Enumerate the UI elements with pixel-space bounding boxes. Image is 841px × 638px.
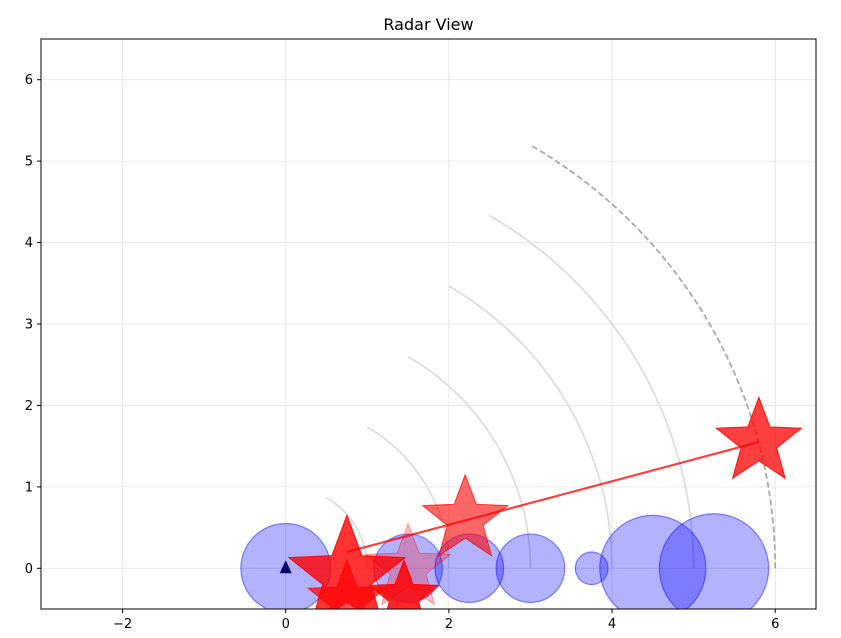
x-tick-label: 2: [445, 617, 453, 632]
x-tick-label: −2: [113, 617, 132, 632]
x-tick-label: 6: [771, 617, 779, 632]
y-tick-label: 1: [25, 480, 33, 495]
x-axis: −2 0 2 4 6: [113, 609, 779, 632]
x-tick-label: 4: [608, 617, 616, 632]
contact-circle: [599, 514, 707, 609]
threat-star: [367, 558, 441, 609]
x-tick-label: 0: [282, 617, 290, 632]
threat-star: [714, 395, 803, 480]
chart-title: Radar View: [383, 15, 473, 34]
y-tick-label: 6: [25, 73, 33, 88]
grid-lines: [41, 39, 816, 609]
contact-circle: [658, 513, 770, 609]
track-line: [346, 441, 760, 554]
y-tick-label: 3: [25, 318, 33, 333]
origin-marker: [279, 560, 292, 574]
contact-circle: [495, 533, 566, 604]
plot-area: [240, 144, 803, 609]
range-arc: [489, 214, 695, 569]
y-axis: 0 1 2 3 4 5 6: [25, 73, 41, 577]
y-tick-label: 5: [25, 155, 33, 170]
y-tick-label: 4: [25, 236, 33, 251]
threat-star: [421, 473, 510, 557]
range-arc: [326, 496, 369, 569]
range-arc: [448, 285, 613, 569]
y-tick-label: 2: [25, 399, 33, 414]
max-range-arc: [530, 144, 777, 569]
y-tick-label: 0: [25, 562, 33, 577]
range-arc: [407, 355, 532, 569]
contact-circle: [574, 551, 609, 586]
